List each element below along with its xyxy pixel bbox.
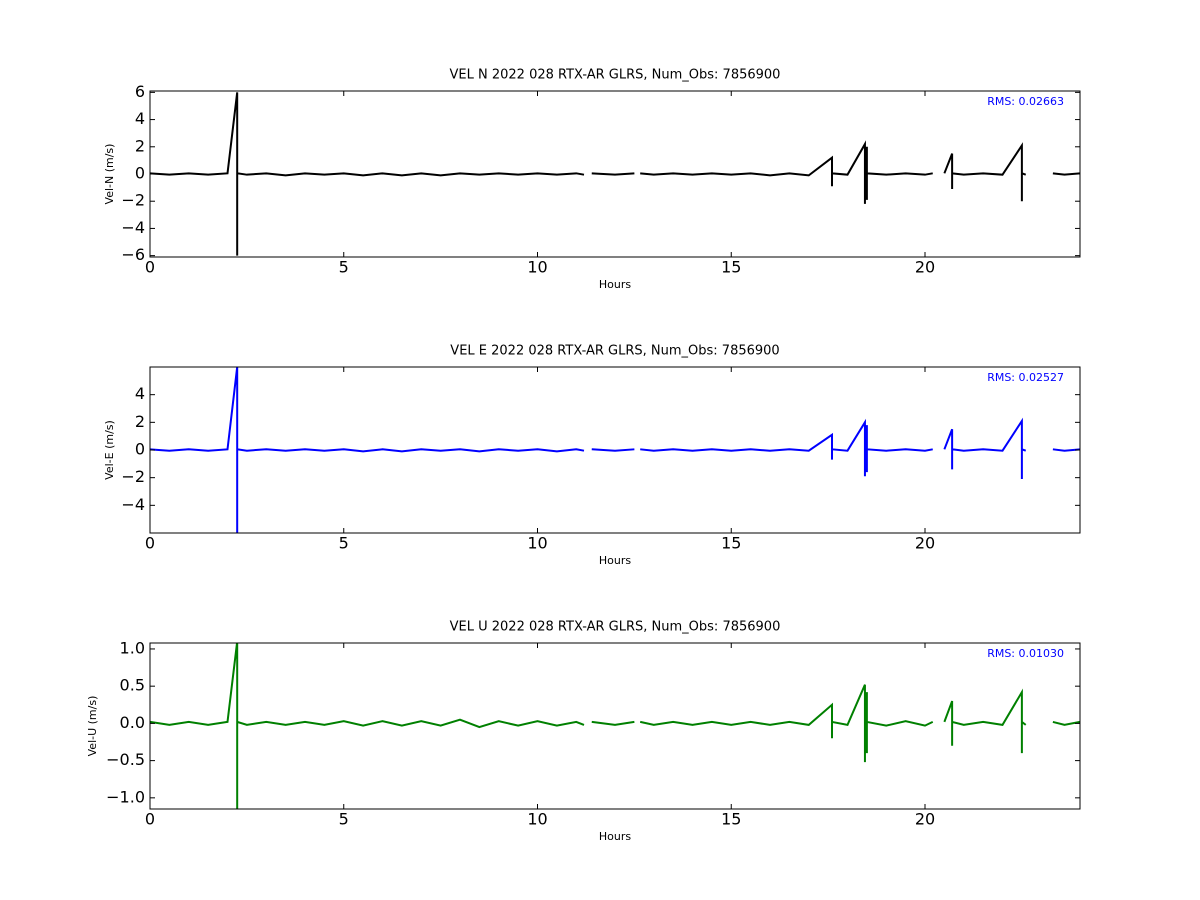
x-tick-label: 5 <box>339 534 349 553</box>
panel-title: VEL U 2022 028 RTX-AR GLRS, Num_Obs: 785… <box>450 620 781 635</box>
x-axis-label: Hours <box>599 830 631 843</box>
x-axis-label: Hours <box>599 554 631 567</box>
y-tick-label: 6 <box>135 82 145 101</box>
data-line <box>150 367 1080 533</box>
x-tick-label: 0 <box>145 258 155 277</box>
y-tick-label: −2 <box>121 191 145 210</box>
x-tick-label: 5 <box>339 810 349 829</box>
axes-frame <box>149 642 1081 810</box>
y-tick-label: 0.0 <box>120 713 145 732</box>
panel-title: VEL N 2022 028 RTX-AR GLRS, Num_Obs: 785… <box>450 68 781 83</box>
y-tick-label: 4 <box>135 384 145 403</box>
x-tick-label: 15 <box>721 534 741 553</box>
panel: VEL E 2022 028 RTX-AR GLRS, Num_Obs: 785… <box>103 344 1081 567</box>
x-tick-label: 15 <box>721 258 741 277</box>
x-tick-label: 20 <box>915 810 935 829</box>
x-tick-label: 0 <box>145 534 155 553</box>
y-tick-label: 0 <box>135 164 145 183</box>
x-tick-label: 10 <box>527 810 547 829</box>
y-axis-label: Vel-N (m/s) <box>103 144 116 205</box>
y-tick-label: −0.5 <box>106 750 145 769</box>
y-tick-label: −4 <box>121 218 145 237</box>
x-tick-label: 0 <box>145 810 155 829</box>
y-tick-label: 2 <box>135 136 145 155</box>
panel: VEL U 2022 028 RTX-AR GLRS, Num_Obs: 785… <box>86 620 1081 843</box>
x-tick-label: 20 <box>915 258 935 277</box>
y-tick-label: 0.5 <box>120 676 145 695</box>
rms-annotation: RMS: 0.02663 <box>987 95 1064 108</box>
y-tick-label: 4 <box>135 109 145 128</box>
x-tick-label: 15 <box>721 810 741 829</box>
y-axis-label: Vel-E (m/s) <box>103 420 116 480</box>
y-tick-label: −2 <box>121 467 145 486</box>
x-tick-label: 5 <box>339 258 349 277</box>
y-tick-label: −1.0 <box>106 787 145 806</box>
data-line <box>150 643 1080 809</box>
y-axis-label: Vel-U (m/s) <box>86 696 99 757</box>
y-tick-label: −4 <box>121 495 145 514</box>
y-tick-label: 0 <box>135 440 145 459</box>
panel: VEL N 2022 028 RTX-AR GLRS, Num_Obs: 785… <box>103 68 1081 291</box>
axes-frame <box>149 366 1081 534</box>
rms-annotation: RMS: 0.02527 <box>987 371 1064 384</box>
data-line <box>150 92 1080 256</box>
y-tick-label: 2 <box>135 412 145 431</box>
x-tick-label: 10 <box>527 534 547 553</box>
axes-frame <box>149 90 1081 258</box>
x-axis-label: Hours <box>599 278 631 291</box>
y-tick-label: −6 <box>121 245 145 264</box>
x-tick-label: 10 <box>527 258 547 277</box>
x-tick-label: 20 <box>915 534 935 553</box>
panel-title: VEL E 2022 028 RTX-AR GLRS, Num_Obs: 785… <box>450 344 779 359</box>
y-tick-label: 1.0 <box>120 638 145 657</box>
rms-annotation: RMS: 0.01030 <box>987 647 1064 660</box>
